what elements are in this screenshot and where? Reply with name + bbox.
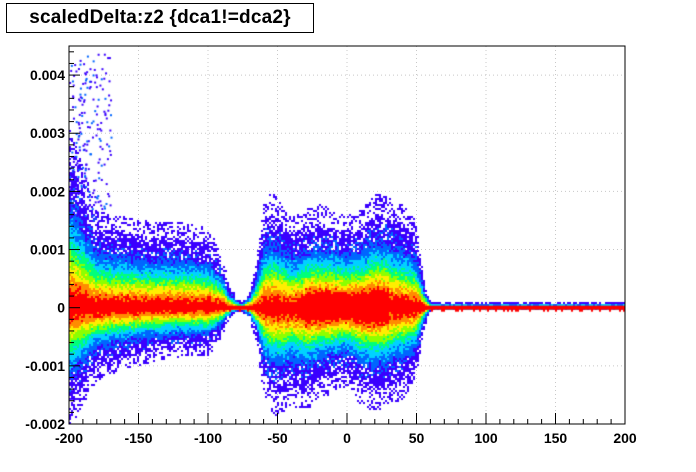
- y-tick-label: 0.003: [30, 125, 65, 141]
- tick-layer: [68, 51, 626, 425]
- x-tick-label: 100: [474, 430, 498, 446]
- y-tick-label: 0: [57, 300, 65, 316]
- x-tick-label: -150: [124, 430, 152, 446]
- x-tick-label: -200: [55, 430, 83, 446]
- chart-title-box: scaledDelta:z2 {dca1!=dca2}: [6, 3, 314, 33]
- x-tick-label: -100: [194, 430, 222, 446]
- x-tick-label: -50: [267, 430, 287, 446]
- y-tick-label: 0.004: [30, 67, 65, 83]
- x-tick-label: 50: [409, 430, 425, 446]
- x-tick-label: 150: [544, 430, 568, 446]
- y-tick-label: -0.002: [25, 416, 65, 432]
- heatmap-layer: [69, 46, 625, 424]
- y-tick-label: 0.001: [30, 242, 65, 258]
- x-tick-label: 200: [613, 430, 637, 446]
- heatmap-image: [69, 46, 625, 424]
- y-tick-label: -0.001: [25, 358, 65, 374]
- x-tick-label: 0: [343, 430, 351, 446]
- x-tick-labels: -200 -150 -100 -50 0 50 100 150 200: [55, 430, 637, 446]
- chart-title: scaledDelta:z2 {dca1!=dca2}: [29, 7, 291, 28]
- y-tick-label: 0.002: [30, 183, 65, 199]
- y-tick-labels: -0.002 -0.001 0 0.001 0.002 0.003 0.004: [25, 67, 65, 432]
